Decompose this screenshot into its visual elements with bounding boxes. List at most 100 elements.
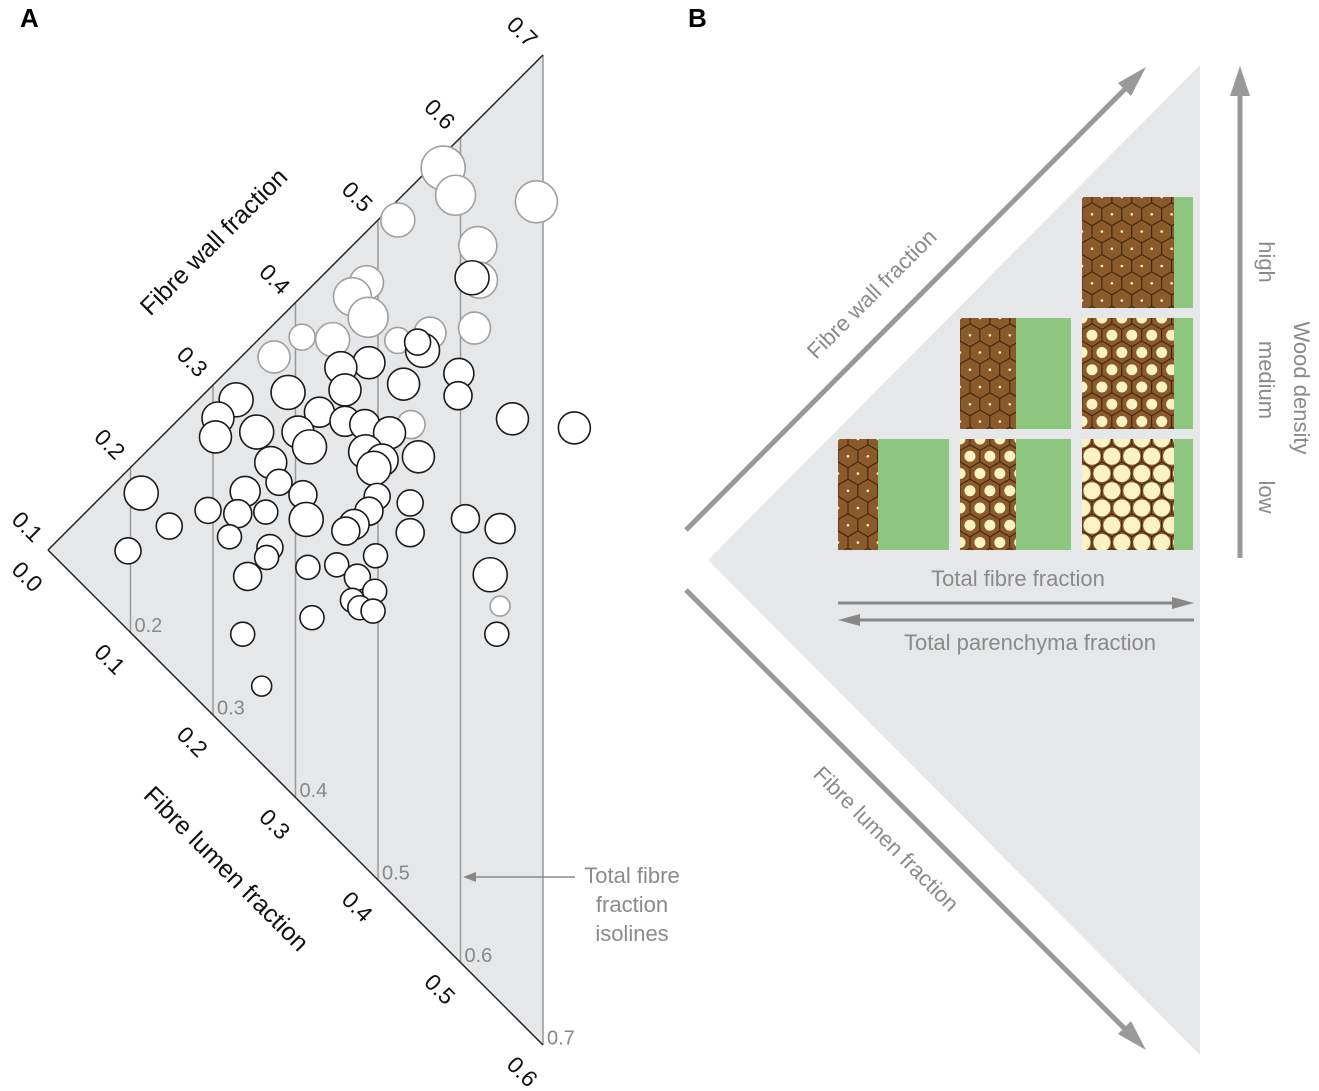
lumen	[1082, 439, 1091, 448]
lumen	[1116, 416, 1128, 427]
lumen	[856, 541, 860, 544]
lumen	[1116, 381, 1128, 393]
lumen	[1150, 212, 1154, 216]
lumen	[960, 420, 962, 423]
lumen	[1166, 364, 1174, 376]
fibre-cell	[1171, 500, 1174, 516]
lumen	[1153, 465, 1171, 482]
fibre-cell	[877, 484, 878, 498]
lumen	[1004, 450, 1016, 462]
lumen	[1156, 416, 1168, 427]
lumen	[1130, 212, 1134, 216]
y-tick-label: 0.2	[89, 424, 130, 465]
y-tick-label: 0.4	[254, 259, 295, 300]
lumen	[1153, 439, 1171, 448]
lumen	[960, 468, 966, 479]
lumen	[856, 439, 860, 441]
fibre-cell	[1107, 547, 1116, 550]
lumen	[998, 385, 1002, 389]
data-point	[457, 311, 492, 345]
lumen	[1096, 347, 1108, 358]
fibre-cell	[1171, 197, 1174, 205]
lumen	[1136, 416, 1148, 427]
annotation: fraction	[596, 892, 668, 917]
lumen	[1008, 333, 1012, 337]
density-level: low	[1254, 480, 1279, 513]
data-point	[483, 621, 510, 647]
data-point	[252, 499, 279, 525]
lumen	[1123, 482, 1141, 500]
lumen	[1143, 482, 1161, 500]
data-point	[557, 411, 592, 445]
lumen	[1133, 499, 1151, 517]
arrow	[684, 588, 1130, 1034]
fibre-cell	[1107, 305, 1116, 308]
lumen	[964, 450, 976, 462]
isoline-label: 0.2	[135, 615, 163, 637]
arrow	[684, 84, 1130, 532]
lumen	[866, 489, 870, 493]
arrowhead	[463, 872, 476, 882]
fibre-cells	[1082, 439, 1174, 550]
lumen	[1090, 212, 1094, 216]
lumen	[1123, 516, 1141, 534]
lumen	[1163, 482, 1174, 500]
arrowhead	[1172, 597, 1194, 609]
fibre-cell	[1171, 258, 1174, 274]
lumen	[1083, 516, 1101, 534]
data-point	[216, 523, 243, 550]
lumen	[1126, 364, 1138, 376]
data-point	[229, 621, 256, 647]
lumen	[1090, 247, 1094, 251]
lumen	[1093, 439, 1111, 448]
fibre-cell	[1005, 426, 1014, 429]
lumen	[1096, 318, 1108, 324]
data-point	[403, 328, 432, 356]
lumen	[1163, 447, 1174, 465]
fibre-cell	[1147, 426, 1156, 429]
lumen	[1170, 281, 1173, 285]
lumen	[1150, 281, 1154, 285]
density-level: high	[1254, 241, 1279, 283]
lumen	[1170, 212, 1173, 216]
data-point	[489, 595, 511, 617]
lumen	[1082, 499, 1091, 517]
lumen	[1156, 347, 1168, 358]
lumen	[1120, 230, 1124, 233]
isoline-label: 0.3	[217, 697, 245, 719]
lumen	[1160, 299, 1163, 302]
lumen	[1160, 230, 1163, 233]
lumen	[994, 439, 1006, 445]
data-point	[495, 402, 530, 436]
lumen	[1136, 347, 1148, 358]
lumen	[1146, 329, 1158, 341]
lumen	[1090, 281, 1094, 285]
lumen	[838, 506, 840, 510]
lumen	[1008, 368, 1012, 372]
lumen	[1140, 197, 1144, 199]
fibre-cell	[1005, 547, 1014, 550]
data-point	[395, 517, 425, 548]
fibre-cells	[818, 410, 878, 550]
lumen	[1113, 439, 1131, 448]
lumen	[960, 318, 962, 320]
fibre-cell	[1147, 305, 1156, 308]
isoline-label: 0.6	[465, 945, 493, 967]
lumen	[1014, 439, 1016, 444]
fibre-cell	[818, 410, 838, 433]
lumen	[1150, 247, 1154, 251]
lumen	[1146, 364, 1158, 376]
panel-label: B	[688, 3, 707, 33]
fibre-cell	[1009, 532, 1016, 550]
lumen	[1093, 534, 1111, 550]
arrow-label: Total fibre fraction	[931, 566, 1105, 591]
isoline-label: 0.4	[300, 780, 328, 802]
data-point	[386, 367, 421, 401]
lumen	[1103, 482, 1121, 500]
lumen	[1082, 230, 1084, 233]
isoline-label: 0.7	[547, 1027, 575, 1049]
lumen	[939, 317, 942, 320]
lumen	[1082, 264, 1084, 268]
data-point	[434, 174, 477, 217]
data-point	[514, 180, 559, 224]
